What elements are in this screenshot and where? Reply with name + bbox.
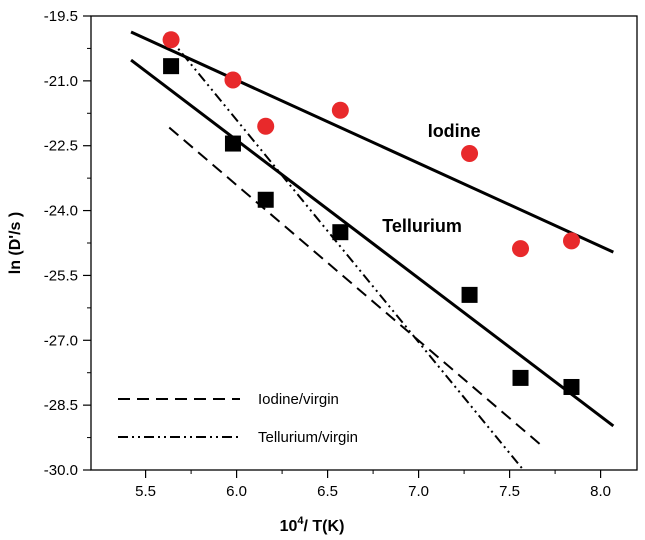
fit-line-solid [130,58,615,428]
y-tick-label: -24.0 [44,203,78,220]
iodine-point [257,117,275,135]
x-tick-label: 6.5 [317,483,338,500]
y-tick-label: -21.0 [44,73,78,90]
y-tick-label: -30.0 [44,462,78,479]
x-axis-title-superscript: 4 [297,515,304,527]
y-tick-label: -27.0 [44,332,78,349]
x-axis-title-rest: / T(K) [304,518,345,535]
tellurium-point [563,378,580,395]
iodine-point [162,31,180,49]
x-axis-title-base: 10 [280,518,298,535]
x-tick-label: 6.0 [226,483,247,500]
series-annotation: Tellurium [382,216,462,236]
legend-label: Iodine/virgin [258,391,339,408]
y-axis-title: ln (D'/s ) [7,212,24,274]
iodine-point [461,144,479,162]
x-tick-label: 7.5 [499,483,520,500]
legend-label: Tellurium/virgin [258,429,358,446]
tellurium-point [163,58,180,75]
fit-line-dashdotdot [164,32,524,470]
tellurium-point [224,135,241,152]
fit-line-solid [130,30,614,254]
x-tick-label: 5.5 [135,483,156,500]
axis-ticks: 5.5 6.0 6.5 7.0 7.5 8.0 -19.5 -21.0 -22.5 -24.0 -2… [44,8,611,500]
plot-frame [90,15,638,471]
data-markers [162,31,580,395]
x-tick-label: 7.0 [408,483,429,500]
iodine-point [331,101,349,119]
tellurium-point [332,224,349,241]
iodine-point [512,240,530,258]
x-axis-title: 104/ T(K) [280,515,345,535]
tellurium-point [257,191,274,208]
y-tick-label: -25.5 [44,267,78,284]
iodine-point [224,71,242,89]
fit-line-dashed [168,126,544,447]
y-tick-label: -19.5 [44,8,78,25]
legend: Iodine/virgin Tellurium/virgin [118,391,358,446]
fit-lines [130,30,615,470]
y-tick-label: -28.5 [44,397,78,414]
tellurium-point [461,286,478,303]
series-annotations: Iodine Tellurium [382,121,481,236]
x-tick-label: 8.0 [590,483,611,500]
iodine-point [562,232,580,250]
tellurium-point [512,369,529,386]
series-annotation: Iodine [428,121,481,141]
y-tick-label: -22.5 [44,138,78,155]
